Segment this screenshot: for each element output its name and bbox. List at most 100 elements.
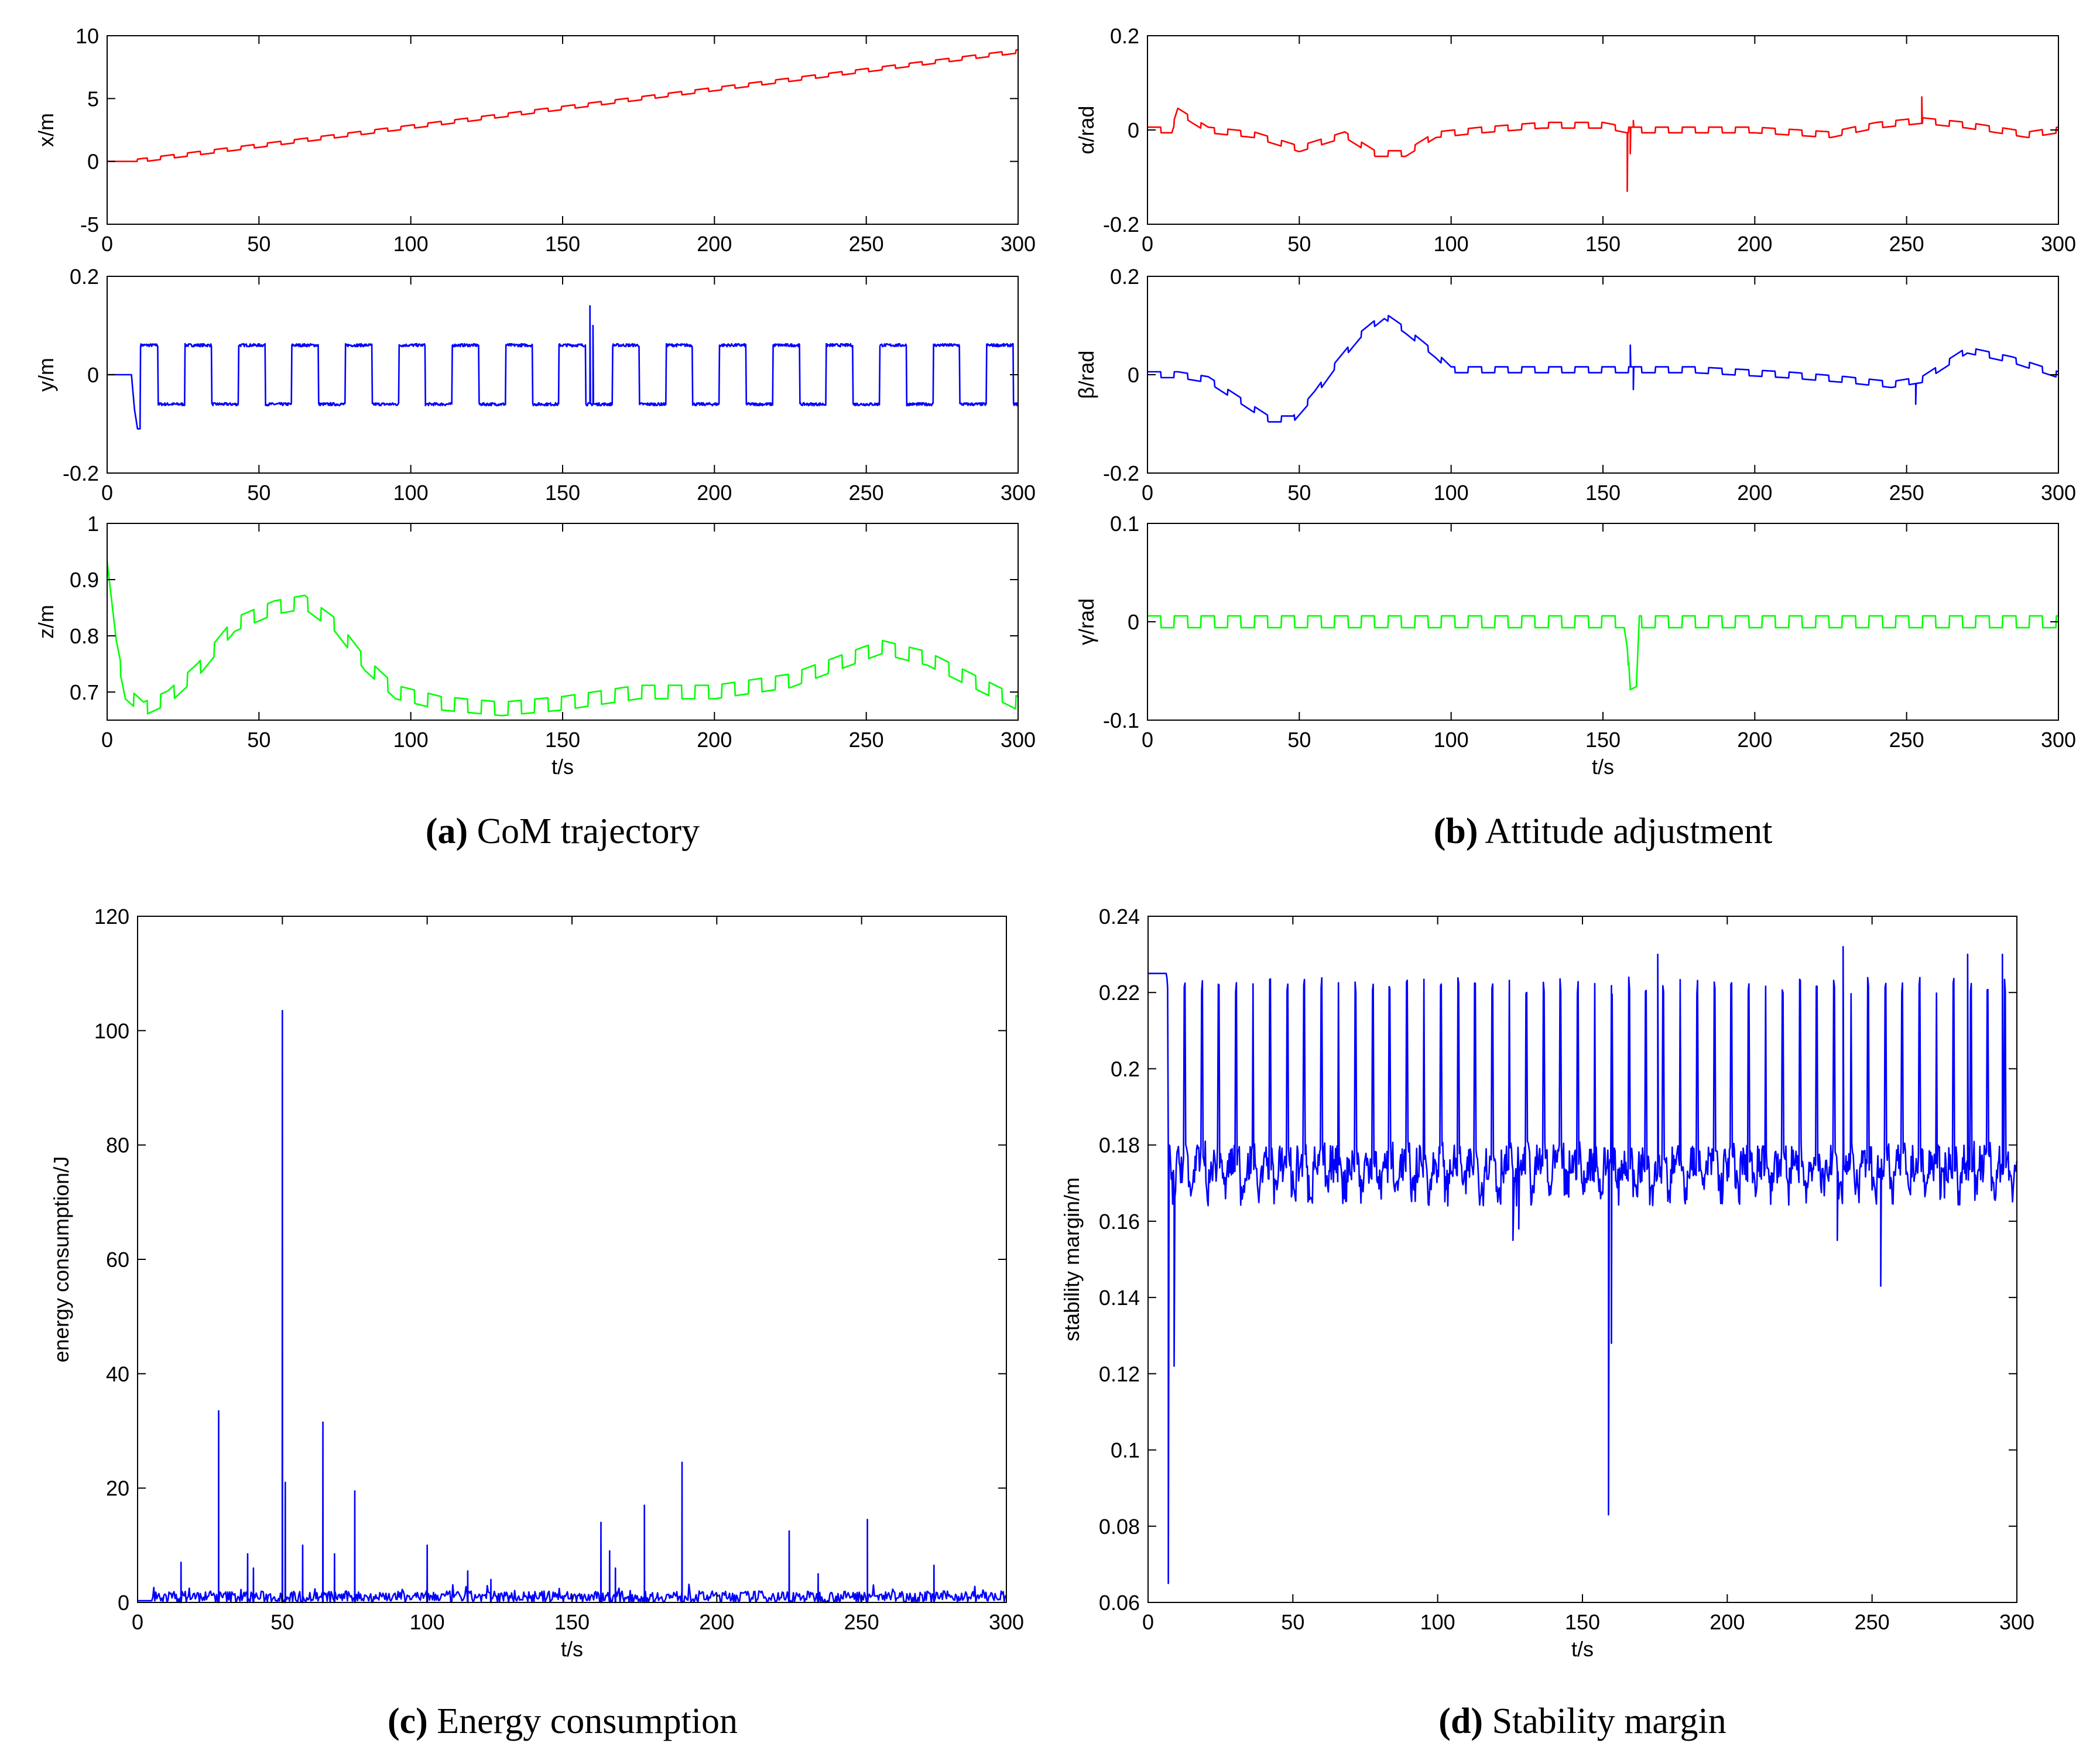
x-tick-label: 200 xyxy=(1710,1610,1745,1634)
captions-layer: (a) CoM trajectory (b) Attitude adjustmen… xyxy=(388,811,1772,1741)
caption-letter: (b) xyxy=(1434,811,1478,851)
y-tick-label: 0.2 xyxy=(1110,24,1139,48)
x-tick-label: 0 xyxy=(1142,481,1153,505)
x-tick-label: 200 xyxy=(1737,481,1772,505)
x-tick-label: 150 xyxy=(545,728,580,752)
x-tick-label: 50 xyxy=(270,1610,294,1634)
y-tick-label: 0.1 xyxy=(1110,512,1139,536)
x-tick-label: 50 xyxy=(1287,481,1311,505)
y-axis-label: α/rad xyxy=(1074,106,1098,155)
x-tick-label: 200 xyxy=(1737,232,1772,256)
y-tick-label: 0.14 xyxy=(1099,1286,1140,1310)
y-tick-label: 0.22 xyxy=(1099,981,1140,1005)
y-tick-label: 0.24 xyxy=(1099,905,1140,929)
y-axis-label: energy consumption/J xyxy=(49,1156,73,1362)
x-tick-label: 50 xyxy=(1287,232,1311,256)
chart-a-z: 0 50 100 150 200 250 300 0.7 0.8 0.9 1 t/s z/m xyxy=(34,512,1036,779)
caption-a: (a) CoM trajectory xyxy=(426,811,700,851)
y-tick-label: 0.9 xyxy=(70,568,99,592)
plot-frame-b-alpha xyxy=(1147,35,2059,225)
y-tick-label: -0.2 xyxy=(1103,213,1139,237)
x-tick-label: 0 xyxy=(132,1610,143,1634)
y-tick-label: 0 xyxy=(1128,610,1139,634)
y-tick-label: 0 xyxy=(1128,363,1139,387)
plot-frame-a-z xyxy=(107,523,1019,721)
x-tick-label: 150 xyxy=(1585,481,1621,505)
y-tick-label: -0.1 xyxy=(1103,708,1139,732)
chart-d: 0 50 100 150 200 250 300 0.06 0.08 0.1 0.12 0.14 0.1… xyxy=(1060,905,2034,1661)
x-tick-label: 100 xyxy=(393,728,429,752)
series-line-a-z xyxy=(106,561,1019,717)
x-tick-label: 150 xyxy=(1585,728,1621,752)
caption-text: Attitude adjustment xyxy=(1478,811,1772,851)
y-tick-label: 80 xyxy=(106,1133,129,1157)
y-tick-label: 0 xyxy=(118,1591,129,1615)
x-tick-label: 150 xyxy=(1585,232,1621,256)
y-tick-label: 40 xyxy=(106,1362,129,1386)
y-tick-label: 0.16 xyxy=(1099,1210,1140,1234)
x-tick-label: 250 xyxy=(1889,728,1924,752)
y-tick-label: 60 xyxy=(106,1248,129,1272)
x-tick-label: 200 xyxy=(699,1610,734,1634)
y-tick-label: 0.18 xyxy=(1099,1133,1140,1157)
y-tick-label: 0 xyxy=(87,363,99,387)
caption-d: (d) Stability margin xyxy=(1438,1701,1726,1741)
y-tick-label: -0.2 xyxy=(63,461,99,485)
y-tick-label: 120 xyxy=(94,905,129,929)
caption-text: Stability margin xyxy=(1483,1701,1726,1741)
x-tick-label: 250 xyxy=(1889,481,1924,505)
series-line-a-x xyxy=(107,49,1019,162)
y-tick-label: 0.1 xyxy=(1111,1439,1140,1463)
y-tick-label: 0.12 xyxy=(1099,1362,1140,1386)
y-axis-label: γ/rad xyxy=(1074,598,1098,645)
y-tick-label: 100 xyxy=(94,1019,129,1043)
x-tick-label: 50 xyxy=(1287,728,1311,752)
x-axis-label: t/s xyxy=(561,1637,583,1661)
chart-b-gamma: 0 50 100 150 200 250 300-0.100.1t/sγ/rad xyxy=(1074,512,2076,779)
y-tick-label: -0.2 xyxy=(1103,461,1139,485)
caption-text: CoM trajectory xyxy=(468,811,700,851)
x-tick-label: 0 xyxy=(101,481,113,505)
x-tick-label: 0 xyxy=(101,232,113,256)
y-tick-label: 0.7 xyxy=(70,680,99,704)
x-axis-label: t/s xyxy=(1571,1637,1594,1661)
x-tick-label: 150 xyxy=(554,1610,590,1634)
chart-b-alpha: 0 50 100 150 200 250 300-0.200.2α/rad xyxy=(1074,24,2076,256)
series-line-c xyxy=(138,1009,1007,1604)
x-tick-label: 250 xyxy=(849,728,884,752)
x-tick-label: 150 xyxy=(545,232,580,256)
y-tick-label: 10 xyxy=(76,24,99,48)
x-tick-label: 200 xyxy=(697,481,732,505)
x-tick-label: 0 xyxy=(1142,728,1153,752)
x-tick-label: 200 xyxy=(1737,728,1772,752)
x-tick-label: 250 xyxy=(849,232,884,256)
y-tick-label: 0.08 xyxy=(1099,1515,1140,1539)
chart-a-y: 0 50 100 150 200 250 300-0.200.2y/m xyxy=(34,265,1036,505)
x-tick-label: 100 xyxy=(393,232,429,256)
x-tick-label: 300 xyxy=(1999,1610,2034,1634)
x-tick-label: 300 xyxy=(1001,728,1036,752)
x-tick-label: 300 xyxy=(1001,481,1036,505)
x-tick-label: 0 xyxy=(101,728,113,752)
chart-b-beta: 0 50 100 150 200 250 300-0.200.2β/rad xyxy=(1074,265,2076,505)
y-tick-label: 5 xyxy=(87,87,99,111)
x-tick-label: 250 xyxy=(849,481,884,505)
y-tick-label: 0.2 xyxy=(1110,265,1139,289)
y-tick-label: 0.8 xyxy=(70,624,99,648)
x-tick-label: 100 xyxy=(1434,232,1469,256)
y-tick-label: -5 xyxy=(80,213,99,237)
x-tick-label: 100 xyxy=(1420,1610,1455,1634)
x-tick-label: 150 xyxy=(1565,1610,1600,1634)
x-tick-label: 200 xyxy=(697,728,732,752)
x-tick-label: 0 xyxy=(1142,232,1153,256)
series-line-d xyxy=(1147,946,2018,1584)
x-tick-label: 250 xyxy=(844,1610,879,1634)
caption-letter: (c) xyxy=(388,1701,428,1741)
caption-text: Energy consumption xyxy=(428,1701,738,1741)
x-tick-label: 50 xyxy=(247,481,270,505)
x-tick-label: 150 xyxy=(545,481,580,505)
caption-letter: (d) xyxy=(1438,1701,1483,1741)
y-tick-label: 0 xyxy=(1128,118,1139,142)
